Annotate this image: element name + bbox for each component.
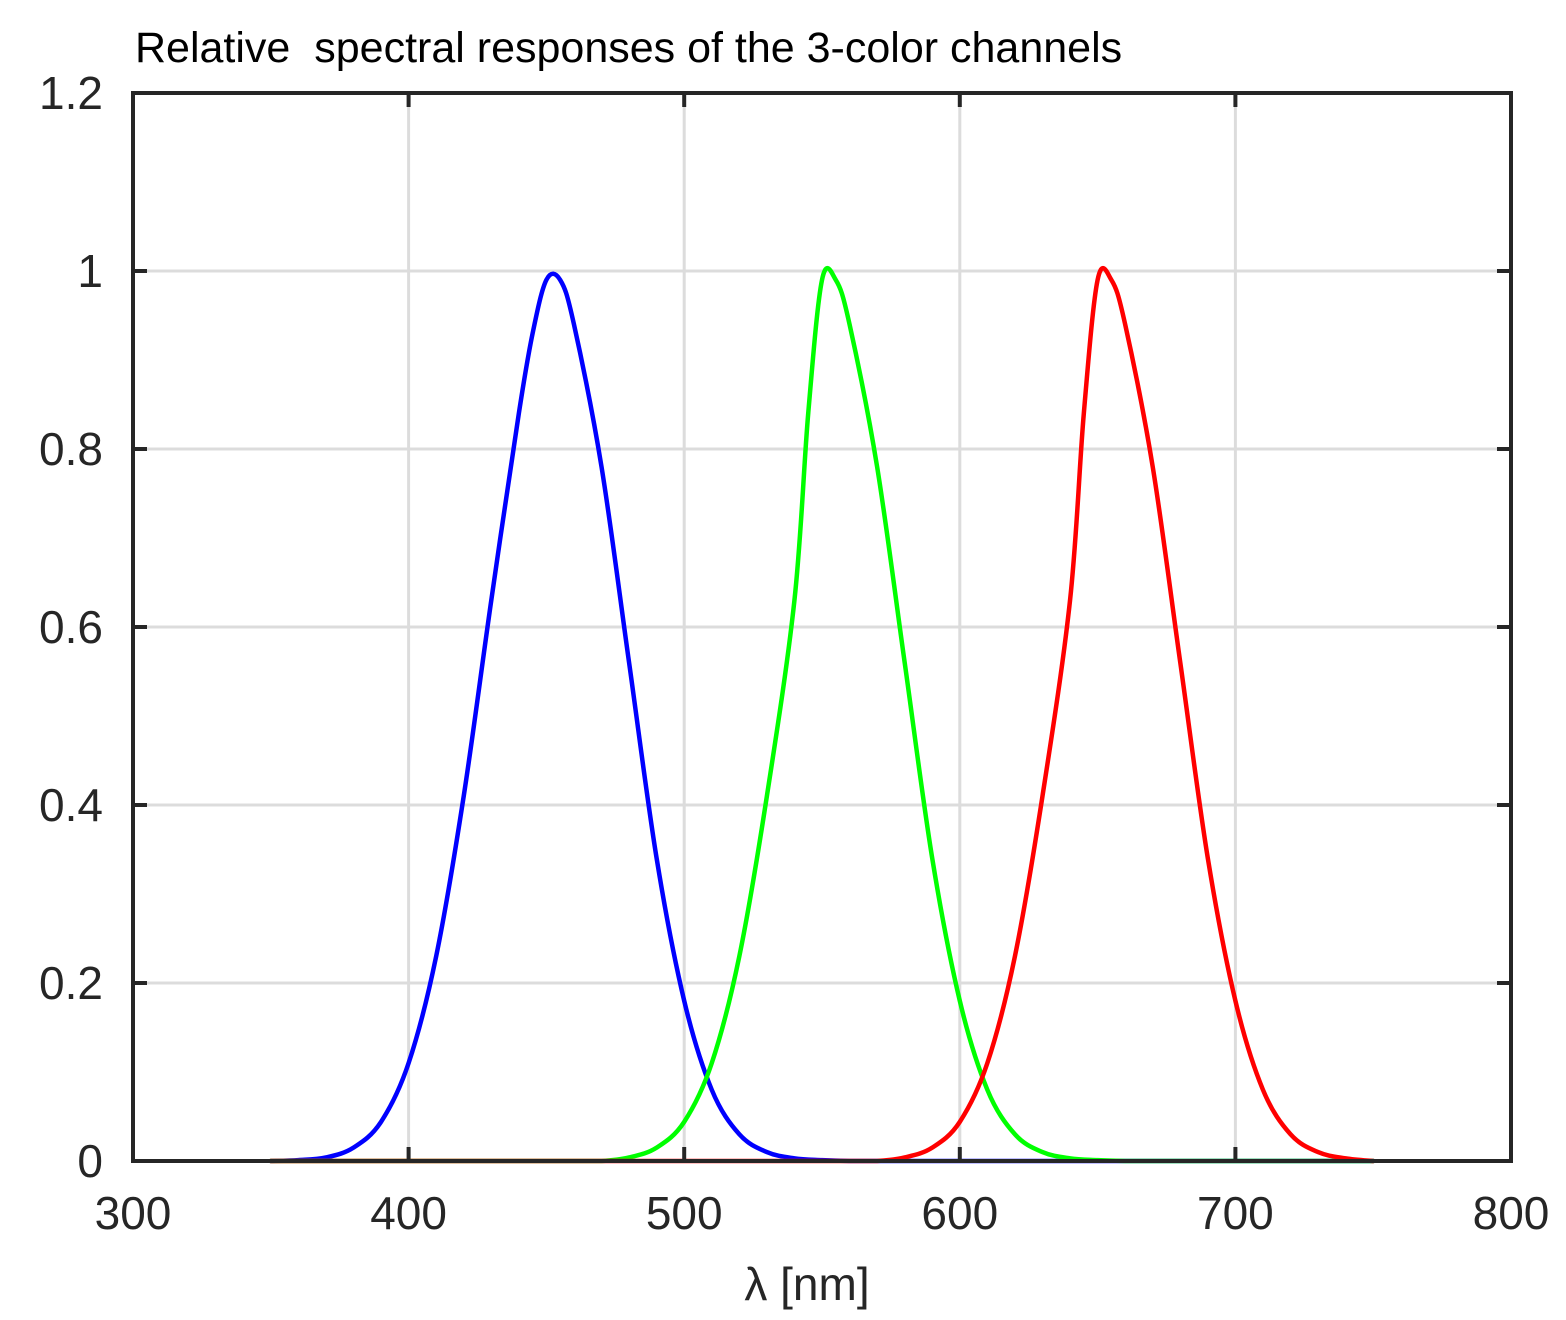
x-tick-label: 500: [646, 1187, 723, 1239]
tick-layer: [131, 91, 1513, 1163]
y-tick-label: 0.4: [39, 779, 103, 831]
chart-title: Relative spectral responses of the 3-col…: [135, 24, 1122, 72]
x-tick-label: 400: [370, 1187, 447, 1239]
x-tick-labels: 300 400 500 600 700 800: [95, 1187, 1550, 1239]
y-tick-label: 1.2: [39, 67, 103, 119]
x-tick-label: 300: [95, 1187, 172, 1239]
series-line-2: [268, 265, 1376, 1164]
x-tick-label: 800: [1473, 1187, 1550, 1239]
grid-layer: [133, 93, 1511, 1161]
x-axis-label: λ [nm]: [744, 1258, 869, 1310]
y-tick-label: 1: [77, 245, 103, 297]
y-tick-labels: 0 0.2 0.4 0.6 0.8 1 1.2: [39, 67, 103, 1187]
series-layer: [268, 265, 1376, 1164]
y-tick-label: 0.2: [39, 957, 103, 1009]
series-line-1: [268, 271, 1376, 1164]
y-tick-label: 0.8: [39, 423, 103, 475]
y-tick-label: 0.6: [39, 601, 103, 653]
x-tick-label: 600: [921, 1187, 998, 1239]
y-tick-label: 0: [77, 1135, 103, 1187]
series-line-3: [268, 265, 1376, 1164]
x-tick-label: 700: [1197, 1187, 1274, 1239]
